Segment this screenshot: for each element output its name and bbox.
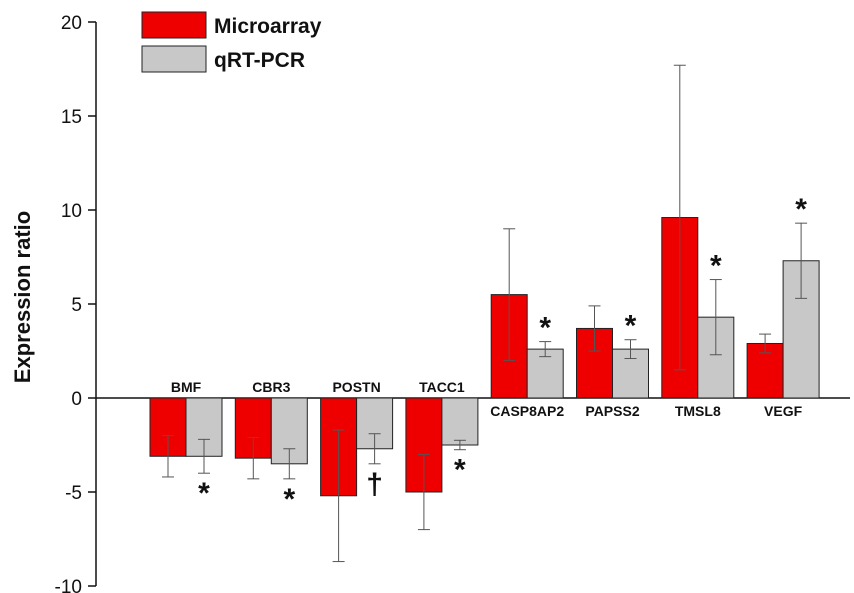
category-label: PAPSS2 <box>585 403 639 419</box>
significance-mark: * <box>710 250 722 283</box>
y-tick-label: -5 <box>65 483 82 504</box>
legend-swatch <box>141 45 207 73</box>
y-tick-label: 10 <box>61 201 82 222</box>
legend-label: Microarray <box>214 15 322 38</box>
y-tick-label: 15 <box>61 107 82 128</box>
significance-mark: * <box>198 477 210 510</box>
category-label: TMSL8 <box>675 403 721 419</box>
bar-qrt-pcr <box>441 397 479 446</box>
significance-annotations: * * † * * * * * <box>198 193 807 516</box>
bar-qrt-pcr <box>612 348 649 399</box>
legend-label: qRT-PCR <box>214 49 305 72</box>
bar-qrt-pcr <box>526 348 564 399</box>
category-label: VEGF <box>764 403 803 419</box>
category-label: TACC1 <box>419 379 465 395</box>
significance-mark: * <box>625 310 637 343</box>
significance-mark: * <box>454 454 466 487</box>
y-tick-label: 0 <box>71 389 82 410</box>
category-label: POSTN <box>332 379 380 395</box>
y-axis-label: Expression ratio <box>10 211 35 383</box>
y-tick-label: 5 <box>71 295 82 316</box>
y-tick-label: 20 <box>61 13 82 34</box>
significance-mark: * <box>283 483 295 516</box>
y-axis: -10 -5 0 5 10 15 20 <box>55 13 97 593</box>
category-label: CASP8AP2 <box>490 403 564 419</box>
significance-mark: * <box>795 193 807 226</box>
y-tick-label: -10 <box>55 577 82 593</box>
legend-swatch <box>141 11 207 39</box>
significance-mark: † <box>366 468 383 501</box>
category-labels: BMF CBR3 POSTN TACC1 CASP8AP2 PAPSS2 TMSL8 VEGF <box>171 379 803 419</box>
error-bars <box>162 64 808 563</box>
significance-mark: * <box>539 312 551 345</box>
legend: Microarray qRT-PCR <box>141 11 322 73</box>
category-label: CBR3 <box>252 379 290 395</box>
category-label: BMF <box>171 379 202 395</box>
